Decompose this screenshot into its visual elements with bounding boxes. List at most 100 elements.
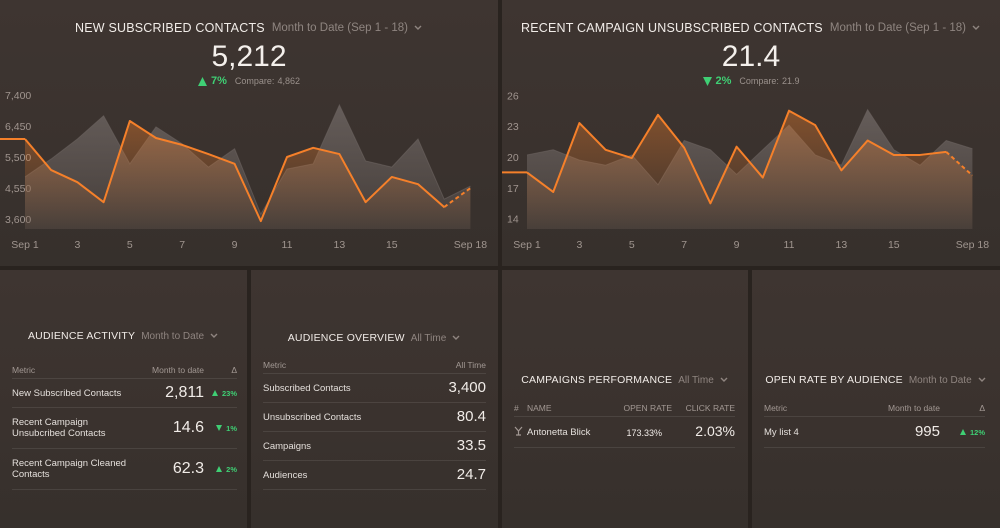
x-tick-label: 7 xyxy=(179,239,185,251)
kpi-widget: 14 17 20 23 26 Sep 1 3 5 7 9 11 13 15 Sep 18 RECENT CA… xyxy=(502,0,1000,266)
projected-segment xyxy=(443,187,471,208)
table-header: Metric Month to date Δ xyxy=(12,355,237,379)
x-tick-label: 3 xyxy=(74,239,80,251)
metric-name: My list 4 xyxy=(764,426,799,438)
period-selector[interactable]: All Time xyxy=(410,332,447,344)
column-header: Month to date xyxy=(888,403,940,413)
table-cell: 62.3 xyxy=(152,460,204,478)
metric-name: Unsubscribed Contacts xyxy=(263,411,362,423)
compare-label: Compare: xyxy=(234,76,275,86)
table-row: Recent Campaign Unsubcribed Contacts 14.6… xyxy=(12,408,237,449)
table-cell: 173.33% xyxy=(620,423,672,441)
trend-down-icon xyxy=(702,76,712,86)
widget-header: OPEN RATE BY AUDIENCE Month to Date xyxy=(752,372,1000,388)
widget-header: AUDIENCE OVERVIEW All Time xyxy=(251,330,498,346)
kpi-change: 2% Compare: 21.9 xyxy=(502,74,1000,88)
widget-header: NEW SUBSCRIBED CONTACTS Month to Date (Se… xyxy=(0,18,498,38)
metric-name: Recent Campaign Cleaned Contacts xyxy=(12,458,127,480)
table-row: Unsubscribed Contacts 80.4 xyxy=(263,403,486,432)
dropdown-chevron xyxy=(972,25,980,30)
y-tick-label: 23 xyxy=(507,121,519,133)
metric-value: 3,400 xyxy=(448,379,486,396)
table-cell: Audiences xyxy=(263,470,413,481)
widget-title: CAMPAIGNS PERFORMANCE xyxy=(521,374,673,386)
table-cell: 33.5 xyxy=(413,437,486,455)
table-row: Recent Campaign Cleaned Contacts 62.3 2% xyxy=(12,449,237,490)
y-tick-label: 26 xyxy=(507,90,519,102)
widget-header: CAMPAIGNS PERFORMANCE All Time xyxy=(502,372,748,388)
kpi-value: 5,212 xyxy=(211,40,287,73)
table-row: Antonetta Blick 173.33% 2.03% xyxy=(514,417,735,448)
table-widget: AUDIENCE ACTIVITY Month to Date Metric Mont… xyxy=(0,270,247,528)
x-tick-label: 15 xyxy=(888,239,900,251)
current-line xyxy=(24,120,445,223)
trend-up-icon xyxy=(216,466,223,472)
metric-name: Recent Campaign Unsubcribed Contacts xyxy=(12,417,106,439)
campaign-icon xyxy=(514,426,523,436)
current-line xyxy=(526,109,947,205)
table-cell: 24.7 xyxy=(413,466,486,484)
metric-value: 14.6 xyxy=(172,419,204,436)
widget-title: NEW SUBSCRIBED CONTACTS xyxy=(75,21,265,35)
table-widget: AUDIENCE OVERVIEW All Time Metric All Time S… xyxy=(251,270,498,528)
kpi-value: 21.4 xyxy=(721,40,781,73)
table-cell: 1% xyxy=(204,424,237,433)
change-value: 2% xyxy=(715,75,732,87)
period-selector[interactable]: Month to Date (Sep 1 - 18) xyxy=(829,22,967,34)
current-area xyxy=(527,110,973,229)
dropdown-chevron xyxy=(978,377,986,382)
table-row: Subscribed Contacts 3,400 xyxy=(263,374,486,403)
table-widget: OPEN RATE BY AUDIENCE Month to Date Metric… xyxy=(752,270,1000,528)
row-icon xyxy=(514,423,527,441)
x-tick-label: 7 xyxy=(681,239,687,251)
compare-label: Compare: xyxy=(739,76,779,86)
widget-header: RECENT CAMPAIGN UNSUBSCRIBED CONTACTS Mon… xyxy=(502,18,1000,38)
data-table: Metric Month to date Δ New Subscribed Conta… xyxy=(12,355,237,490)
column-header: Δ xyxy=(979,403,985,413)
x-tick-label: 9 xyxy=(734,239,740,251)
table-widget: CAMPAIGNS PERFORMANCE All Time # NAME OPEN R… xyxy=(502,270,748,528)
column-header: Month to date xyxy=(152,365,204,375)
metric-value: 62.3 xyxy=(172,460,204,477)
kpi-change: 7% Compare: 4,862 xyxy=(0,74,498,88)
y-tick-label: 14 xyxy=(507,214,519,226)
delta-value: 23% xyxy=(221,388,237,398)
period-selector[interactable]: All Time xyxy=(678,374,714,386)
period-selector[interactable]: Month to Date xyxy=(908,374,972,386)
column-header: Metric xyxy=(764,403,788,413)
y-tick-label: 5,500 xyxy=(5,152,31,164)
table-row: Campaigns 33.5 xyxy=(263,432,486,461)
delta-value: 12% xyxy=(969,427,985,437)
metric-value: 33.5 xyxy=(456,437,486,454)
table-row: Audiences 24.7 xyxy=(263,461,486,490)
table-cell: 3,400 xyxy=(413,379,486,397)
trend-up-icon xyxy=(198,76,208,86)
table-cell: 12% xyxy=(940,428,985,437)
table-header: # NAME OPEN RATE CLICK RATE xyxy=(514,397,735,417)
table-cell: 14.6 xyxy=(152,419,204,437)
y-tick-label: 17 xyxy=(507,183,519,195)
widget-title: RECENT CAMPAIGN UNSUBSCRIBED CONTACTS xyxy=(520,21,823,35)
table-cell: Antonetta Blick xyxy=(527,427,620,438)
column-header: Metric xyxy=(263,360,287,370)
x-tick-label: Sep 1 xyxy=(513,239,541,251)
data-table: Metric Month to date Δ My list 4 995 12% xyxy=(764,397,985,448)
x-tick-label: 3 xyxy=(576,239,582,251)
table-cell: Subscribed Contacts xyxy=(263,383,413,394)
period-selector[interactable]: Month to Date xyxy=(141,330,205,342)
x-tick-label: 9 xyxy=(232,239,238,251)
metric-name: Campaigns xyxy=(263,440,312,452)
dropdown-chevron xyxy=(452,335,460,340)
table-header: Metric Month to date Δ xyxy=(764,397,985,417)
metric-value: 2,811 xyxy=(165,384,204,401)
metric-value: 80.4 xyxy=(456,408,486,425)
metric-name: New Subscribed Contacts xyxy=(12,387,122,399)
x-tick-label: 13 xyxy=(836,239,848,251)
x-tick-label: 11 xyxy=(282,239,293,251)
column-header: Δ xyxy=(231,365,237,375)
table-cell: 2% xyxy=(204,465,237,474)
widget-header: AUDIENCE ACTIVITY Month to Date xyxy=(0,328,247,344)
table-cell: 2.03% xyxy=(672,423,735,441)
metric-value: 24.7 xyxy=(456,466,486,483)
period-selector[interactable]: Month to Date (Sep 1 - 18) xyxy=(271,22,408,34)
